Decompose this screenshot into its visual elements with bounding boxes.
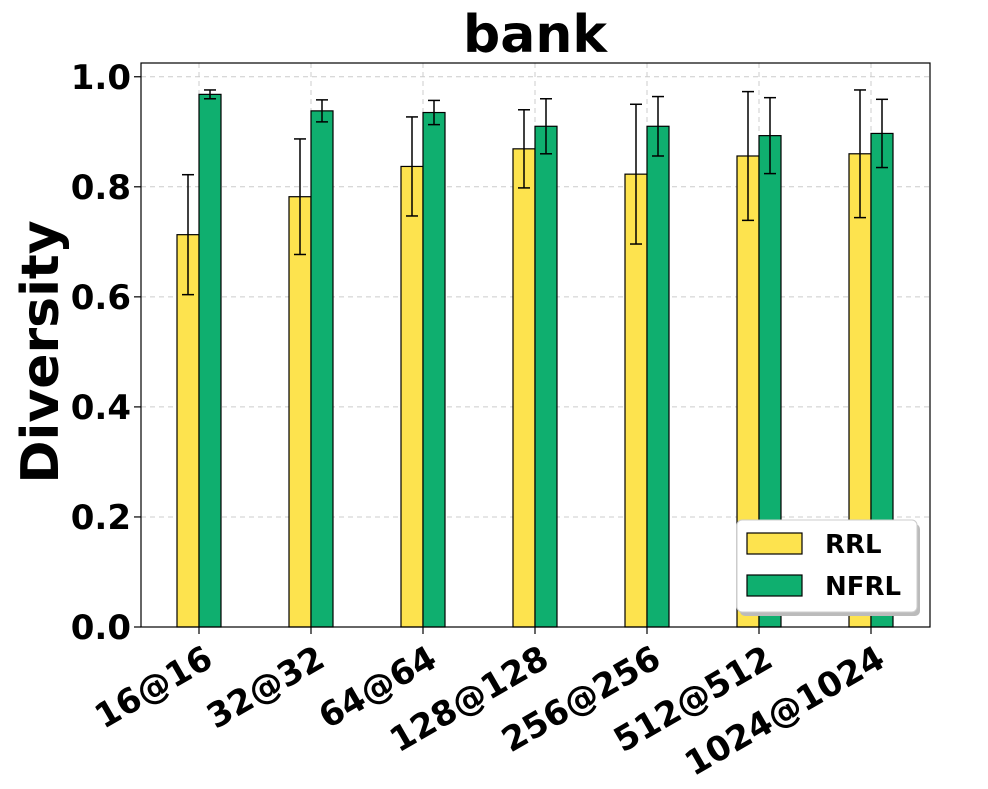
y-tick-label: 0.4: [71, 388, 131, 428]
legend-label-rrl: RRL: [825, 530, 882, 560]
bar-rrl-1: [288, 196, 312, 628]
y-tick-label: 0.8: [71, 168, 131, 208]
y-axis-label: Diversity: [11, 220, 71, 483]
legend: RRL NFRL: [736, 519, 920, 616]
x-tick-label: 32@32: [200, 638, 331, 737]
bar-nfrl-1: [310, 110, 334, 628]
chart-title: bank: [463, 5, 608, 65]
y-ticks: 0.0 0.2 0.4 0.6 0.8 1.0: [71, 58, 141, 648]
error-bars: [182, 89, 888, 296]
legend-label-nfrl: NFRL: [825, 572, 901, 602]
bar-nfrl-2: [422, 111, 446, 628]
y-tick-label: 0.2: [71, 498, 131, 538]
legend-swatch-rrl: [746, 532, 803, 555]
bar-nfrl-4: [646, 125, 670, 628]
x-ticks: 16@1632@3264@64128@128256@256512@5121024…: [88, 627, 892, 784]
y-tick-label: 0.6: [71, 278, 131, 318]
bars: [176, 93, 894, 628]
bar-rrl-3: [512, 148, 536, 628]
bar-nfrl-0: [198, 93, 222, 628]
y-tick-label: 1.0: [71, 58, 131, 98]
x-tick-label: 16@16: [88, 638, 219, 737]
bar-nfrl-3: [534, 125, 558, 628]
bar-rrl-2: [400, 165, 424, 628]
y-tick-label: 0.0: [71, 608, 131, 648]
legend-swatch-nfrl: [746, 574, 803, 597]
